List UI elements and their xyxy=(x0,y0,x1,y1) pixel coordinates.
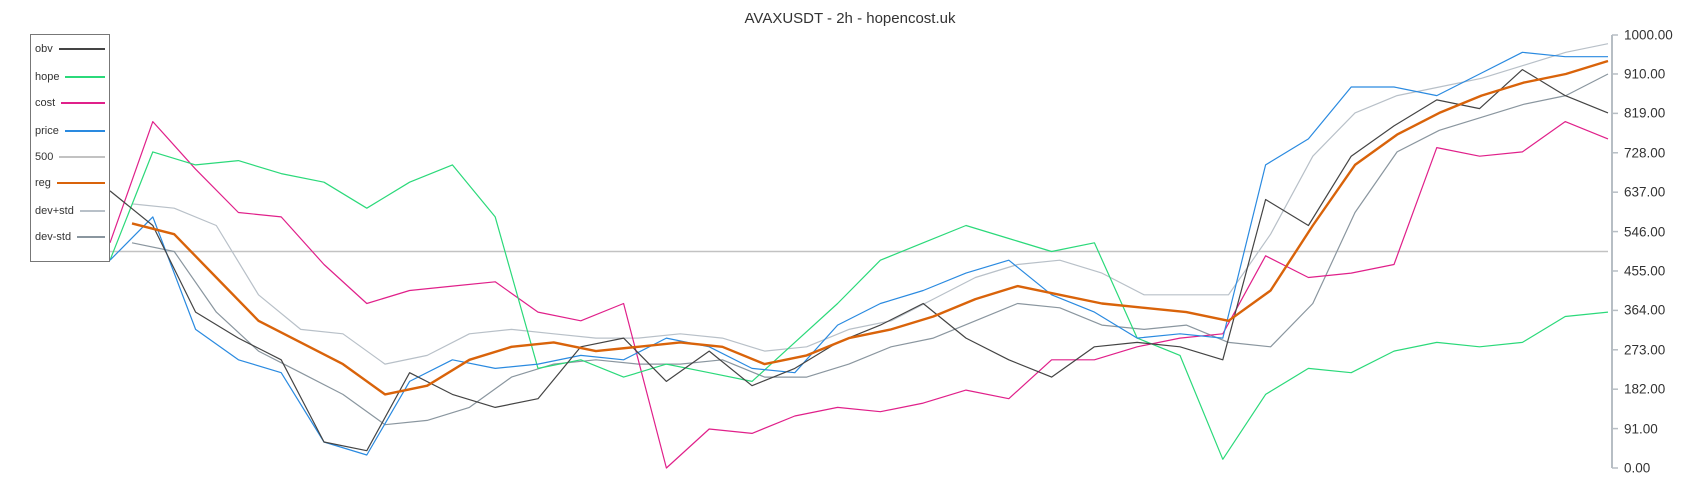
y-tick-label: 455.00 xyxy=(1624,263,1666,279)
legend-item-hope[interactable]: hope xyxy=(35,69,105,85)
legend-label: 500 xyxy=(35,151,54,163)
legend-item-dev-std[interactable]: dev-std xyxy=(35,229,105,245)
legend-label: dev-std xyxy=(35,231,72,243)
legend-swatch xyxy=(79,210,105,212)
series-reg xyxy=(131,59,1609,396)
series-layer xyxy=(109,43,1609,469)
legend-item-dev-std[interactable]: dev+std xyxy=(35,203,105,219)
y-tick-label: 637.00 xyxy=(1624,184,1666,200)
y-tick-label: 273.00 xyxy=(1624,342,1666,358)
y-tick-label: 728.00 xyxy=(1624,145,1666,161)
legend-swatch xyxy=(64,130,105,132)
legend-label: reg xyxy=(35,177,51,189)
legend-label: dev+std xyxy=(35,205,74,217)
legend-item-reg[interactable]: reg xyxy=(35,175,105,191)
legend-item-obv[interactable]: obv xyxy=(35,41,105,57)
y-tick-label: 91.00 xyxy=(1624,421,1658,437)
legend-label: obv xyxy=(35,43,53,55)
legend-label: hope xyxy=(35,71,60,83)
series-dev-std xyxy=(131,73,1609,426)
legend-swatch xyxy=(58,48,105,50)
legend-swatch xyxy=(56,182,105,184)
series-dev-std xyxy=(131,43,1609,365)
legend-label: price xyxy=(35,125,59,137)
chart-title: AVAXUSDT - 2h - hopencost.uk xyxy=(744,10,956,27)
series-obv xyxy=(109,69,1609,452)
y-tick-label: 910.00 xyxy=(1624,66,1666,82)
y-tick-label: 364.00 xyxy=(1624,302,1666,318)
series-hope xyxy=(109,151,1609,460)
series-cost xyxy=(109,121,1609,469)
y-tick-label: 0.00 xyxy=(1624,460,1651,476)
legend-swatch xyxy=(65,76,105,78)
y-tick-label: 546.00 xyxy=(1624,224,1666,240)
legend: obv hope cost price 500 reg dev+std dev-std xyxy=(30,34,110,262)
legend-item-price[interactable]: price xyxy=(35,123,105,139)
y-tick-label: 1000.00 xyxy=(1624,27,1673,43)
legend-label: cost xyxy=(35,97,56,109)
y-tick-label: 182.00 xyxy=(1624,381,1666,397)
y-tick-label: 819.00 xyxy=(1624,105,1666,121)
y-axis xyxy=(1611,34,1618,469)
legend-swatch xyxy=(77,236,105,238)
legend-item-cost[interactable]: cost xyxy=(35,95,105,111)
legend-item-500[interactable]: 500 xyxy=(35,149,105,165)
series-price xyxy=(109,51,1608,456)
legend-swatch xyxy=(59,156,105,158)
legend-swatch xyxy=(61,102,105,104)
